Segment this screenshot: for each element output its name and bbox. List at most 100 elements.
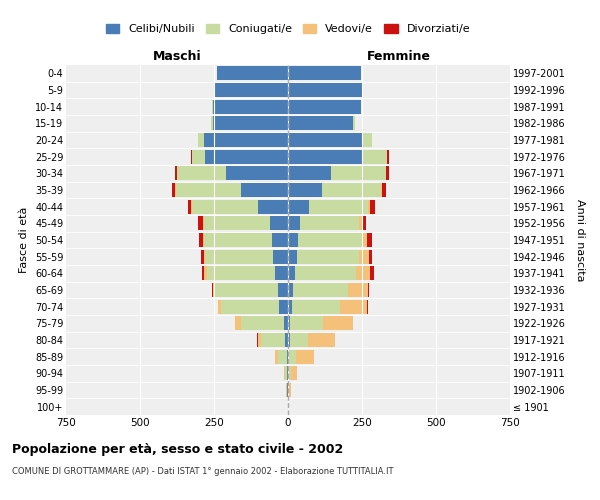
Bar: [288, 300, 292, 314]
Bar: [177, 166, 226, 180]
Bar: [279, 300, 288, 314]
Bar: [259, 200, 288, 214]
Bar: [192, 150, 205, 164]
Bar: [340, 300, 367, 314]
Bar: [214, 83, 288, 97]
Bar: [292, 300, 340, 314]
Bar: [278, 283, 288, 297]
Bar: [241, 183, 288, 197]
Bar: [362, 233, 367, 247]
Bar: [176, 183, 241, 197]
Bar: [262, 333, 285, 347]
Bar: [288, 133, 364, 147]
Bar: [272, 233, 288, 247]
Legend: Celibi/Nubili, Coniugati/e, Vedovi/e, Divorziati/e: Celibi/Nubili, Coniugati/e, Vedovi/e, Di…: [101, 19, 475, 38]
Bar: [275, 266, 288, 280]
Bar: [218, 300, 221, 314]
Bar: [288, 216, 300, 230]
Text: Femmine: Femmine: [367, 50, 431, 62]
Bar: [288, 83, 362, 97]
Bar: [285, 366, 287, 380]
Bar: [293, 283, 348, 297]
Bar: [331, 166, 386, 180]
Bar: [284, 316, 288, 330]
Bar: [221, 300, 279, 314]
Bar: [206, 266, 275, 280]
Bar: [217, 66, 288, 80]
Bar: [258, 333, 262, 347]
Bar: [288, 233, 298, 247]
Bar: [291, 366, 297, 380]
Bar: [203, 133, 288, 147]
Bar: [203, 233, 272, 247]
Text: Maschi: Maschi: [152, 50, 202, 62]
Bar: [212, 100, 288, 114]
Bar: [275, 350, 278, 364]
Bar: [212, 116, 288, 130]
Bar: [288, 183, 322, 197]
Bar: [204, 266, 206, 280]
Bar: [388, 150, 389, 164]
Bar: [289, 366, 291, 380]
Bar: [211, 116, 212, 130]
Bar: [270, 216, 288, 230]
Bar: [290, 333, 308, 347]
Bar: [235, 316, 241, 330]
Bar: [295, 266, 356, 280]
Bar: [278, 350, 287, 364]
Bar: [289, 383, 290, 397]
Bar: [288, 350, 289, 364]
Bar: [203, 250, 205, 264]
Bar: [364, 133, 372, 147]
Bar: [368, 283, 370, 297]
Bar: [288, 100, 361, 114]
Bar: [322, 183, 381, 197]
Bar: [212, 283, 215, 297]
Bar: [215, 283, 278, 297]
Bar: [288, 166, 331, 180]
Bar: [288, 250, 297, 264]
Bar: [288, 266, 295, 280]
Bar: [289, 350, 296, 364]
Bar: [288, 283, 293, 297]
Bar: [348, 283, 368, 297]
Bar: [381, 183, 382, 197]
Bar: [226, 166, 288, 180]
Bar: [199, 133, 203, 147]
Bar: [202, 266, 204, 280]
Bar: [205, 250, 273, 264]
Bar: [288, 333, 290, 347]
Bar: [300, 216, 359, 230]
Bar: [367, 233, 372, 247]
Bar: [203, 216, 270, 230]
Bar: [367, 300, 368, 314]
Bar: [370, 266, 374, 280]
Bar: [288, 116, 353, 130]
Bar: [323, 316, 353, 330]
Bar: [362, 216, 367, 230]
Bar: [201, 250, 203, 264]
Y-axis label: Fasce di età: Fasce di età: [19, 207, 29, 273]
Bar: [241, 316, 284, 330]
Bar: [362, 150, 387, 164]
Bar: [172, 183, 175, 197]
Bar: [205, 150, 288, 164]
Bar: [359, 216, 362, 230]
Bar: [308, 333, 335, 347]
Text: COMUNE DI GROTTAMMARE (AP) - Dati ISTAT 1° gennaio 2002 - Elaborazione TUTTITALI: COMUNE DI GROTTAMMARE (AP) - Dati ISTAT …: [12, 468, 394, 476]
Bar: [199, 233, 203, 247]
Bar: [297, 250, 359, 264]
Bar: [309, 200, 368, 214]
Bar: [287, 350, 288, 364]
Bar: [298, 233, 362, 247]
Bar: [288, 200, 309, 214]
Text: Popolazione per età, sesso e stato civile - 2002: Popolazione per età, sesso e stato civil…: [12, 442, 343, 456]
Bar: [175, 166, 177, 180]
Bar: [386, 166, 389, 180]
Bar: [188, 200, 191, 214]
Bar: [353, 116, 355, 130]
Bar: [192, 200, 259, 214]
Bar: [288, 316, 290, 330]
Bar: [288, 150, 362, 164]
Bar: [288, 66, 361, 80]
